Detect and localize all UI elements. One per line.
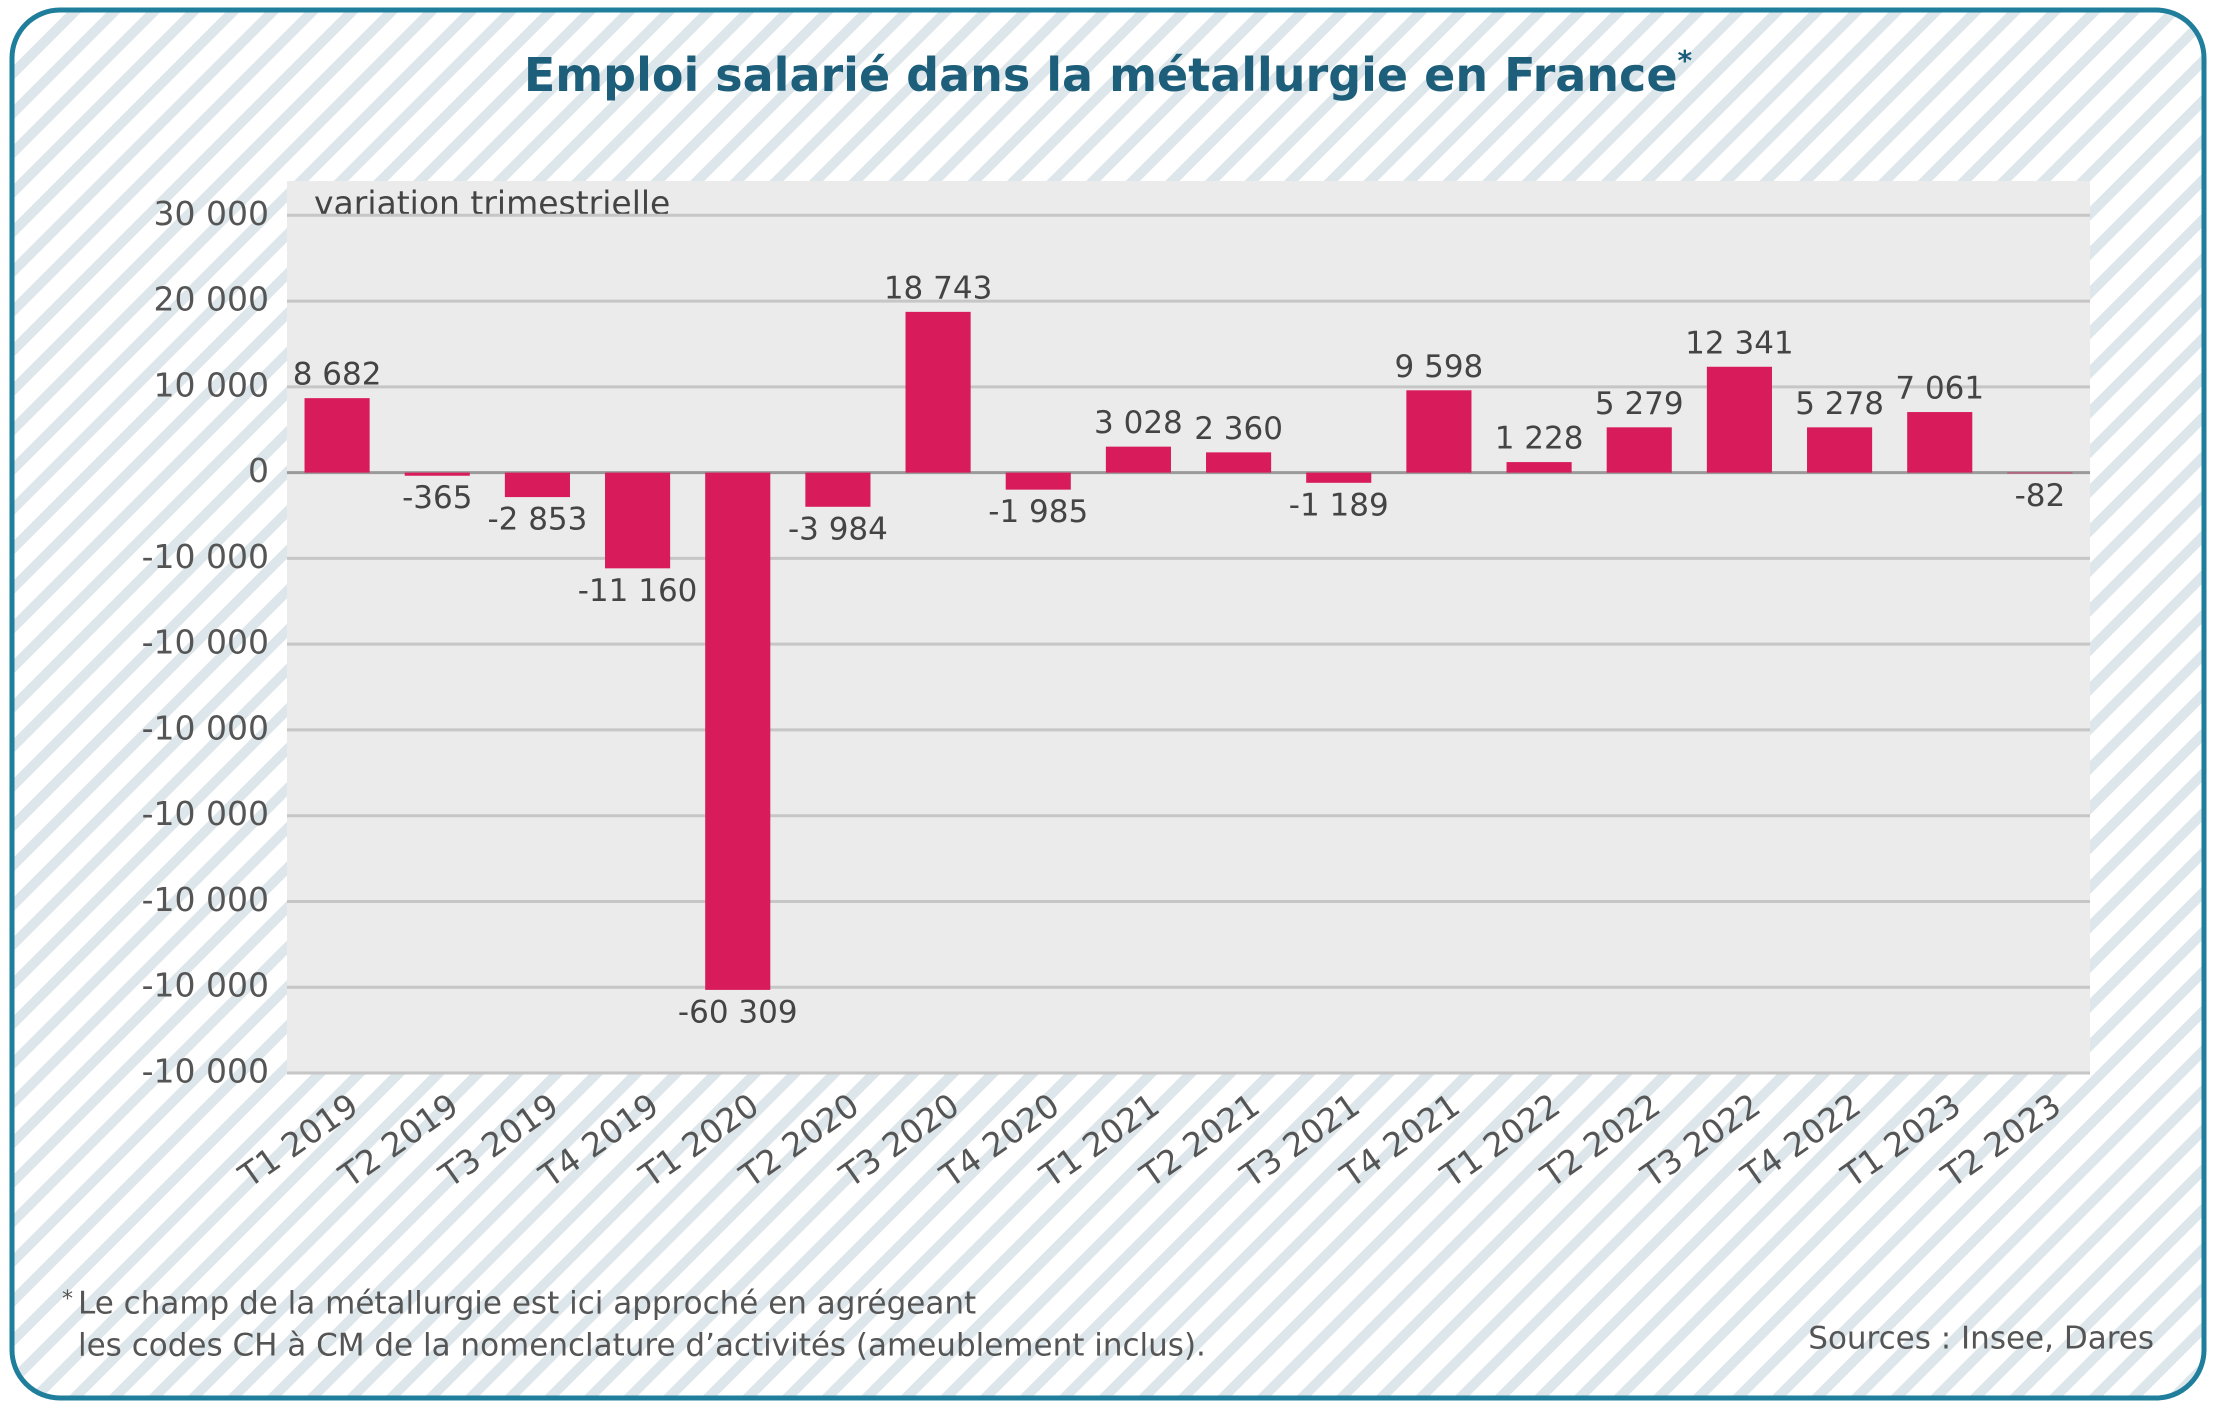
bar [1706,366,1772,473]
value-label: -82 [2015,478,2066,514]
bar [1005,472,1071,490]
footnote: les codes CH à CM de la nomenclature d’a… [78,1328,1206,1364]
value-label: 5 278 [1795,386,1884,422]
bar [504,472,570,498]
y-tick-label: 0 [248,451,269,490]
y-tick-label: -10 000 [142,1052,269,1091]
bar [705,472,771,990]
value-label: 18 743 [884,270,992,306]
y-tick-label: 30 000 [154,194,269,233]
value-label: -1 189 [1289,487,1389,523]
bar [805,472,871,507]
value-label: 2 360 [1194,411,1283,447]
bar [2007,472,2073,474]
bar [304,398,370,473]
bar [1306,472,1372,483]
value-label: 8 682 [293,357,382,393]
bar [1606,427,1672,473]
value-label: -3 984 [788,511,888,547]
bar [905,311,971,473]
y-tick-label: -10 000 [142,708,269,747]
value-label: 1 228 [1495,421,1584,457]
footnote: Le champ de la métallurgie est ici appro… [78,1286,976,1322]
bar [1506,462,1572,473]
footnote-mark: * [62,1287,73,1312]
y-tick-label: 10 000 [154,365,269,404]
value-label: -60 309 [678,994,798,1030]
value-label: 7 061 [1895,371,1984,407]
bar [1206,452,1272,473]
y-tick-label: -10 000 [142,537,269,576]
y-tick-label: -10 000 [142,966,269,1005]
bar [1907,412,1973,473]
source: Sources : Insee, Dares [1808,1321,2154,1357]
value-label: -365 [402,480,472,516]
bar [1105,446,1171,473]
value-label: 5 279 [1595,386,1684,422]
bar [1807,427,1873,473]
y-tick-label: -10 000 [142,623,269,662]
plot-area [287,181,2090,1073]
bar [605,472,671,569]
value-label: 3 028 [1094,405,1183,441]
value-label: 9 598 [1395,349,1484,385]
value-label: -11 160 [578,573,698,609]
value-label: -1 985 [988,494,1088,530]
value-label: -2 853 [487,502,587,538]
y-tick-label: -10 000 [142,794,269,833]
y-tick-label: 20 000 [154,280,269,319]
y-tick-label: -10 000 [142,880,269,919]
bar [1406,390,1472,473]
value-label: 12 341 [1685,325,1793,361]
bar [404,472,470,476]
chart-title: Emploi salarié dans la métallurgie en Fr… [524,44,1693,102]
